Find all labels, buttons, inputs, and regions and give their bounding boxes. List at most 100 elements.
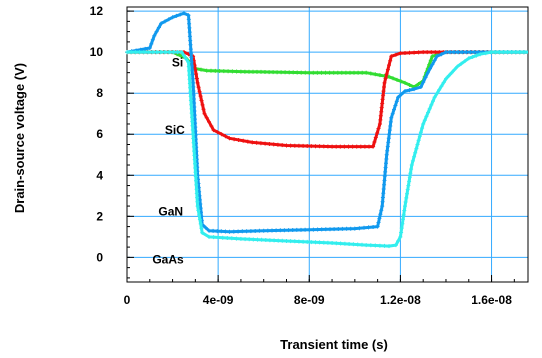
data-point xyxy=(470,54,475,59)
data-point xyxy=(197,213,202,217)
x-tick-label: 4e-09 xyxy=(203,293,234,307)
data-point xyxy=(189,59,194,64)
data-point xyxy=(366,225,371,230)
data-point xyxy=(517,50,522,55)
data-point xyxy=(217,69,222,73)
data-point xyxy=(190,76,195,81)
data-point xyxy=(384,72,389,76)
data-point xyxy=(189,106,194,111)
data-point xyxy=(272,238,277,243)
data-point xyxy=(290,228,295,232)
series-label-gan: GaN xyxy=(158,204,183,218)
data-point xyxy=(375,224,380,229)
data-point xyxy=(401,217,405,222)
data-point xyxy=(211,228,216,233)
data-point xyxy=(311,70,316,75)
data-point xyxy=(403,200,408,204)
data-point xyxy=(238,69,243,74)
data-point xyxy=(448,50,453,55)
data-point xyxy=(193,67,198,72)
data-point xyxy=(154,29,159,34)
data-point xyxy=(427,106,432,111)
data-point xyxy=(362,144,367,149)
data-point xyxy=(380,199,385,204)
data-point xyxy=(403,80,407,85)
data-point xyxy=(303,70,308,75)
data-point xyxy=(187,77,192,82)
data-point xyxy=(188,98,193,103)
data-point xyxy=(195,204,200,209)
data-point xyxy=(202,111,207,116)
data-point xyxy=(418,85,423,89)
data-point xyxy=(197,89,202,94)
data-point xyxy=(187,21,192,26)
data-point xyxy=(191,140,196,145)
data-point xyxy=(231,229,236,234)
data-point xyxy=(384,152,389,157)
data-point xyxy=(207,234,211,239)
data-point xyxy=(355,242,360,247)
y-tick-label: 8 xyxy=(96,86,103,100)
data-point xyxy=(362,225,366,230)
data-point xyxy=(188,94,193,99)
series-line xyxy=(126,11,528,234)
data-point xyxy=(335,70,340,75)
data-point xyxy=(383,169,388,174)
data-point xyxy=(194,191,199,196)
data-point xyxy=(309,240,314,245)
data-point xyxy=(343,70,348,75)
data-point xyxy=(195,199,200,204)
data-point xyxy=(191,132,196,137)
data-point xyxy=(295,70,300,75)
data-point xyxy=(261,228,266,233)
data-point xyxy=(352,70,356,75)
data-point xyxy=(401,212,406,217)
data-point xyxy=(288,239,293,244)
data-point xyxy=(254,140,259,145)
data-point xyxy=(417,134,422,139)
data-point xyxy=(189,102,194,107)
data-point xyxy=(426,110,431,115)
data-point xyxy=(178,12,183,17)
data-point xyxy=(338,144,343,149)
data-point xyxy=(430,62,435,67)
data-point xyxy=(413,150,418,155)
data-point xyxy=(241,138,246,143)
data-point xyxy=(133,50,138,55)
data-point xyxy=(253,229,258,233)
data-point xyxy=(384,157,389,161)
data-point xyxy=(199,67,203,72)
data-point xyxy=(137,50,142,55)
data-point xyxy=(192,109,197,113)
data-point xyxy=(189,64,194,68)
data-point xyxy=(319,227,324,232)
data-point xyxy=(150,50,155,55)
data-point xyxy=(250,140,255,145)
data-point xyxy=(385,148,390,153)
data-point xyxy=(444,50,448,55)
data-point xyxy=(371,225,376,229)
x-tick-label: 1.2e-08 xyxy=(380,293,421,307)
data-point xyxy=(387,128,392,133)
data-point xyxy=(350,144,355,149)
data-point xyxy=(234,69,239,74)
data-point xyxy=(403,204,407,209)
data-point xyxy=(398,234,403,239)
data-point xyxy=(360,242,364,247)
data-point xyxy=(215,130,220,135)
data-point xyxy=(425,50,430,55)
data-point xyxy=(505,50,510,55)
data-point xyxy=(191,136,196,141)
data-point xyxy=(194,76,199,81)
data-point xyxy=(255,69,259,74)
data-point xyxy=(286,228,291,233)
data-point xyxy=(191,80,196,85)
data-point xyxy=(385,144,390,149)
data-point xyxy=(216,235,221,240)
data-point xyxy=(143,46,148,51)
data-point xyxy=(338,241,343,246)
data-point xyxy=(211,128,216,133)
y-tick-label: 0 xyxy=(96,250,103,264)
data-point xyxy=(381,93,386,98)
data-point xyxy=(186,64,191,69)
